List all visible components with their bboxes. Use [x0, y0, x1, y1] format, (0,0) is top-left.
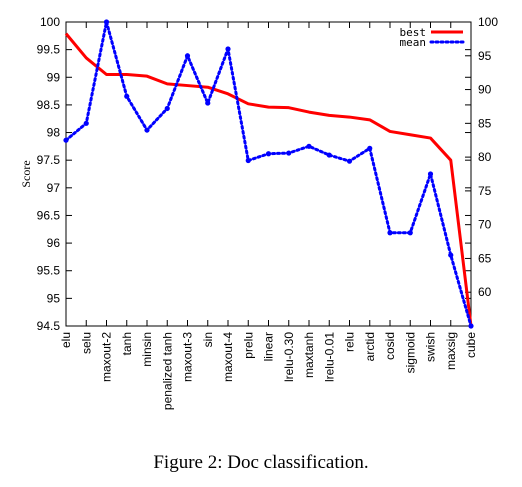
x-category-label: maxout-4 [221, 332, 235, 382]
x-category-label: maxsig [444, 332, 458, 370]
x-category-label: cube [464, 332, 478, 358]
tick-marks [66, 22, 471, 326]
y-axis-label: Score [19, 160, 33, 187]
series-point-mean [225, 46, 230, 51]
right-tick-label: 90 [478, 83, 492, 97]
line-chart: 94.5 95 95.5 96 96.5 97 97.5 98 98.5 99 99.5 100 60 6… [0, 0, 522, 440]
left-tick-label: 99 [47, 70, 61, 84]
left-tick-label: 97 [47, 181, 61, 195]
x-category-label: maxout-2 [100, 332, 114, 382]
left-tick-label: 94.5 [37, 319, 61, 333]
series-point-mean [165, 106, 170, 111]
x-category-label: selu [79, 332, 93, 354]
legend-label: mean [400, 36, 427, 49]
right-tick-label: 100 [478, 15, 498, 29]
series-point-mean [104, 19, 109, 24]
series-lines [63, 19, 473, 328]
left-tick-label: 96.5 [37, 208, 61, 222]
x-category-label: sigmoid [403, 332, 417, 373]
x-category-label: maxtanh [302, 332, 316, 378]
tick-labels: 94.5 95 95.5 96 96.5 97 97.5 98 98.5 99 99.5 100 60 6… [19, 15, 498, 410]
right-tick-label: 70 [478, 218, 492, 232]
right-tick-label: 95 [478, 49, 492, 63]
series-line-best [66, 34, 471, 326]
x-category-label: linear [262, 332, 276, 361]
series-point-mean [327, 152, 332, 157]
series-point-mean [205, 100, 210, 105]
series-point-mean [367, 146, 372, 151]
series-point-mean [306, 144, 311, 149]
series-point-mean [347, 159, 352, 164]
series-point-mean [185, 53, 190, 58]
left-tick-label: 95.5 [37, 264, 61, 278]
right-tick-label: 65 [478, 251, 492, 265]
series-point-mean [246, 158, 251, 163]
series-point-mean [84, 121, 89, 126]
right-tick-label: 80 [478, 150, 492, 164]
left-tick-label: 95 [47, 291, 61, 305]
right-tick-label: 75 [478, 184, 492, 198]
x-category-label: maxout-3 [181, 332, 195, 382]
series-point-mean [144, 127, 149, 132]
left-tick-label: 99.5 [37, 43, 61, 57]
series-line-mean [66, 22, 471, 326]
x-category-label: arctid [363, 332, 377, 361]
series-point-mean [124, 94, 129, 99]
x-category-label: sin [201, 332, 215, 347]
left-tick-label: 98.5 [37, 98, 61, 112]
x-category-label: lrelu-0.30 [282, 332, 296, 382]
left-tick-label: 97.5 [37, 153, 61, 167]
right-tick-label: 85 [478, 116, 492, 130]
x-category-label: tanh [120, 332, 134, 355]
x-category-label: prelu [241, 332, 255, 359]
series-point-mean [266, 151, 271, 156]
series-point-mean [428, 171, 433, 176]
series-point-mean [387, 230, 392, 235]
plot-frame [66, 22, 471, 326]
x-category-label: cosid [383, 332, 397, 360]
series-point-mean [468, 323, 473, 328]
left-tick-label: 98 [47, 126, 61, 140]
x-category-label: relu [343, 332, 357, 352]
axes [66, 22, 471, 326]
series-point-mean [448, 252, 453, 257]
x-category-label: elu [59, 332, 73, 348]
x-category-label: minsin [140, 332, 154, 367]
right-tick-label: 60 [478, 285, 492, 299]
figure-caption: Figure 2: Doc classification. [0, 452, 522, 474]
series-point-mean [408, 230, 413, 235]
left-tick-label: 96 [47, 236, 61, 250]
left-tick-label: 100 [40, 15, 60, 29]
x-category-label: lrelu-0.01 [322, 332, 336, 382]
x-category-label: swish [424, 332, 438, 362]
series-point-mean [63, 138, 68, 143]
x-category-label: penalized tanh [160, 332, 174, 410]
series-point-mean [286, 150, 291, 155]
